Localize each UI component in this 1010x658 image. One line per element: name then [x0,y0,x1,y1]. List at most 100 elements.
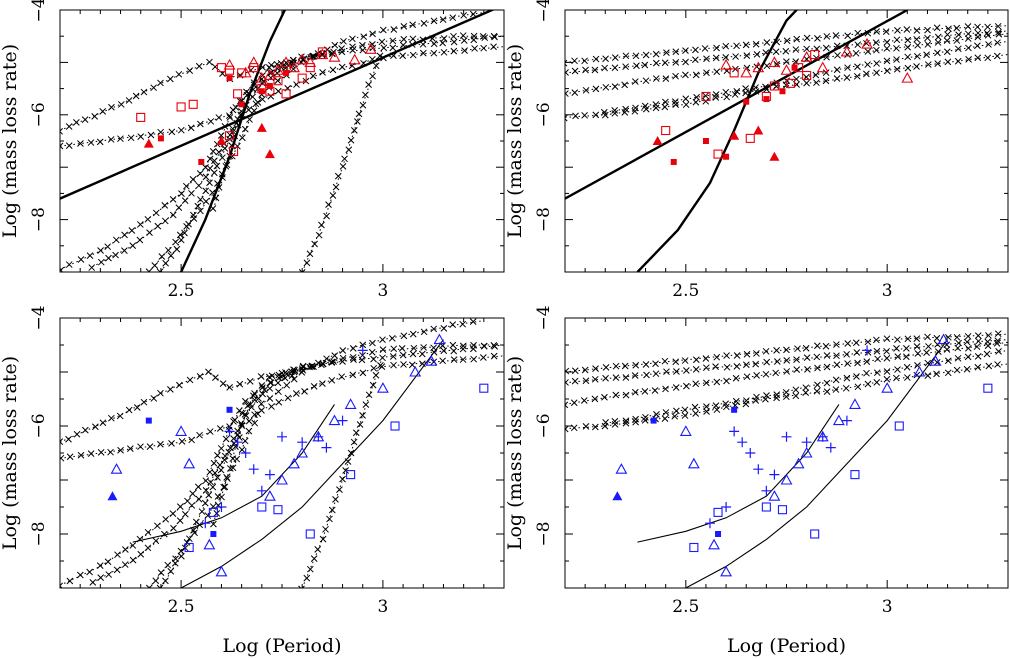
model-point [713,378,721,386]
model-point [894,353,902,361]
model-point [682,367,690,374]
model-point [96,138,104,146]
model-point [284,394,292,402]
model-track [605,349,1008,424]
data-point [216,136,227,145]
model-point [893,345,900,352]
model-point [903,363,911,371]
model-point [77,451,85,459]
model-point [281,374,289,382]
model-point [140,398,148,406]
model-point [480,44,488,52]
model-point [197,207,204,215]
relation-curve [60,10,496,200]
model-point [994,39,1001,47]
data-point [198,158,205,165]
model-point [251,419,259,427]
model-point [77,140,84,147]
model-point [591,375,599,383]
model-point [189,490,197,498]
model-point [854,359,861,367]
model-point [140,88,148,96]
data-point [937,333,950,345]
model-point [954,354,962,362]
model-point [934,33,942,41]
model-point [965,44,972,52]
model-point [974,332,982,339]
model-point [592,111,600,119]
model-point [934,60,942,68]
model-point [170,524,177,532]
model-point [565,367,570,375]
x-tick-label: 3 [882,597,893,617]
data-point [409,365,422,377]
data-point [226,406,233,413]
model-point [803,354,811,361]
data-point [288,457,301,469]
model-point [409,350,417,358]
data-point [273,76,283,86]
model-point [266,385,274,392]
panel-top-right: 2.5 3 −8 −6 −4 Log (mass loss rate) [504,0,1009,301]
model-point [702,355,710,362]
data-point [723,153,730,160]
model-point [188,436,196,444]
data-point [731,406,738,413]
model-point [121,247,128,254]
model-point [380,44,388,52]
model-point [151,262,159,269]
model-point [581,366,589,374]
model-point [379,336,386,344]
model-point [162,515,170,523]
data-point [238,101,245,108]
model-point [844,32,852,40]
model-point [641,388,649,395]
model-point [259,390,267,398]
model-point [565,114,568,122]
model-point [99,419,107,427]
model-point [622,391,630,399]
data-point [779,88,786,95]
data-point [110,463,123,474]
model-point [195,62,203,70]
model-point [292,390,300,397]
model-point [340,37,347,45]
model-point [185,535,193,543]
model-point [365,81,372,88]
model-point [692,71,700,79]
x-axis-title: Log (Period) [222,635,341,657]
model-point [418,350,426,358]
model-point [176,517,184,524]
model-point [712,54,720,62]
x-axis-title: Log (Period) [727,635,846,657]
model-point [227,444,234,452]
model-point [471,45,478,52]
model-point [974,29,982,37]
model-point [347,449,355,457]
model-point [234,142,241,150]
model-point [763,392,770,399]
data-point [737,437,748,448]
model-point [663,368,670,376]
model-point [672,384,680,391]
model-point [652,75,660,82]
model-point [611,109,619,117]
model-point [883,45,891,52]
model-point [107,414,115,422]
model-point [65,435,72,443]
data-point [344,398,357,409]
data-point [232,437,243,448]
model-point [107,136,115,143]
model-point [221,145,229,152]
model-point [350,356,357,364]
model-point [197,196,204,203]
model-point [195,182,203,189]
model-point [105,571,113,578]
model-point [217,445,225,452]
model-point [97,258,105,266]
data-point [780,64,793,75]
model-point [198,508,206,515]
model-point [642,51,650,59]
model-point [265,373,273,381]
model-point [621,362,629,370]
